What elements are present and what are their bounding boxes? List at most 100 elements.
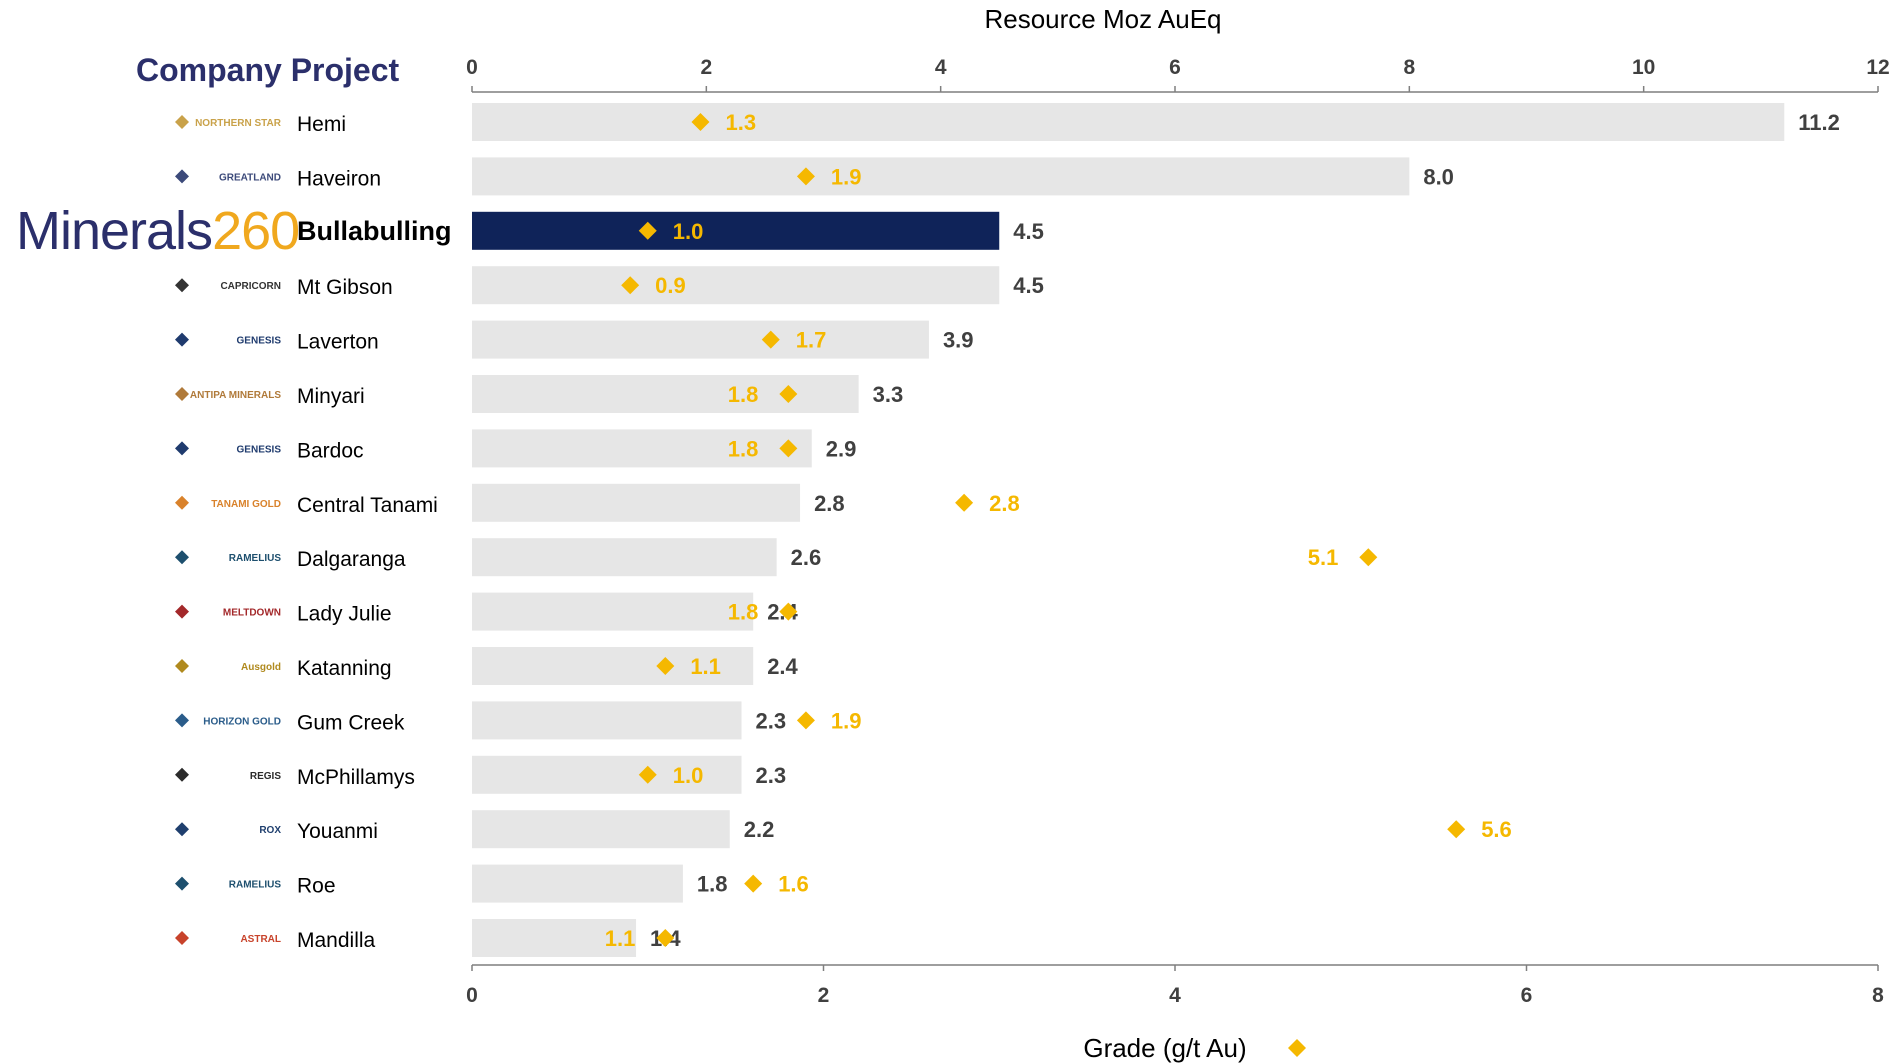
company-logos: NORTHERN STAR GREATLAND CAPRICORN GENESIS AN… xyxy=(175,115,282,945)
logo-mark xyxy=(175,332,189,347)
minerals260-logo: Minerals260 xyxy=(16,201,300,261)
resource-bar xyxy=(472,864,683,903)
antipa-logo-icon: ANTIPA MINERALS xyxy=(175,387,281,401)
grade-diamond xyxy=(779,602,798,621)
resource-bar xyxy=(472,919,637,957)
genesis-logo-icon: GENESIS xyxy=(175,441,281,456)
category-label: Central Tanami xyxy=(297,494,438,517)
top-axis-tick-label: 10 xyxy=(1632,56,1655,79)
grade-value-label: 1.8 xyxy=(728,600,759,625)
logo-text: ROX xyxy=(259,825,281,836)
grade-diamond xyxy=(779,439,798,458)
logo-mark xyxy=(175,659,189,673)
ausgold-logo-icon: Ausgold xyxy=(175,659,281,673)
resource-value-label: 2.9 xyxy=(826,436,857,461)
top-axis-title: Resource Moz AuEq xyxy=(984,4,1221,34)
grade-diamond xyxy=(656,929,675,947)
category-label: Katanning xyxy=(297,657,392,680)
resource-bar xyxy=(472,320,929,359)
category-label: Roe xyxy=(297,875,336,898)
logo-mark xyxy=(175,822,189,837)
resource-value-label: 8.0 xyxy=(1423,164,1454,189)
grade-diamond xyxy=(796,167,815,186)
grade-value-label: 1.6 xyxy=(778,872,809,897)
logo-text: MELTDOWN xyxy=(223,608,281,619)
resource-bar xyxy=(472,157,1410,196)
category-label: Haveiron xyxy=(297,167,381,190)
resource-value-label: 2.4 xyxy=(767,654,798,679)
logo-text: RAMELIUS xyxy=(229,553,282,564)
logo-text: GREATLAND xyxy=(219,172,281,183)
m-logo-icon: MELTDOWN xyxy=(175,604,281,619)
grade-value-label: 1.8 xyxy=(728,436,759,461)
grade-markers: 1.3 1.9 1.0 0.9 1.7 1.8 1.8 2.8 5.1 1.8 1.1 1.9 1.0 5… xyxy=(605,110,1512,951)
logo-text: ANTIPA MINERALS xyxy=(190,390,281,401)
logo-text: GENESIS xyxy=(237,336,282,347)
logo-text: ASTRAL xyxy=(240,934,281,945)
category-label: Hemi xyxy=(297,113,346,136)
logo-mark xyxy=(175,713,189,728)
resource-value-label: 11.2 xyxy=(1798,110,1840,135)
grade-value-label: 1.0 xyxy=(673,219,704,244)
resource-value-label: 1.8 xyxy=(697,872,728,897)
star-logo-icon: NORTHERN STAR xyxy=(175,115,282,129)
ramelius-logo-icon: RAMELIUS xyxy=(175,876,282,891)
top-axis: 0 2 4 6 8 10 12 xyxy=(466,56,1890,93)
logo-mark xyxy=(175,115,189,129)
category-labels: Hemi Haveiron Bullabulling Mt Gibson Laverto… xyxy=(297,113,452,952)
logo-text: REGIS xyxy=(250,771,281,782)
grade-diamond xyxy=(638,221,657,240)
resource-bar xyxy=(472,429,812,468)
category-label: Bardoc xyxy=(297,439,364,462)
grade-diamond xyxy=(1447,820,1466,839)
grade-value-label: 5.6 xyxy=(1481,817,1512,842)
resource-value-label: 4.5 xyxy=(1013,273,1044,298)
resource-bar xyxy=(472,538,777,577)
bottom-axis-tick-label: 6 xyxy=(1521,984,1533,1007)
grade-diamond xyxy=(761,330,780,349)
grade-diamond xyxy=(656,657,675,675)
brand-main: Minerals xyxy=(16,201,213,261)
tanami-logo-icon: TANAMI GOLD xyxy=(175,495,281,510)
top-axis-tick-label: 6 xyxy=(1169,56,1181,79)
top-axis-tick-label: 12 xyxy=(1866,56,1889,79)
logo-mark xyxy=(175,495,189,510)
grade-diamond xyxy=(779,385,798,403)
genesis-logo-icon: GENESIS xyxy=(175,332,282,347)
logo-text: NORTHERN STAR xyxy=(195,118,282,129)
grade-diamond xyxy=(1359,548,1378,567)
rox-logo-icon: ROX xyxy=(175,822,281,837)
grade-value-label: 2.8 xyxy=(989,491,1020,516)
company-project-header: Company Project xyxy=(136,52,400,88)
bottom-axis-tick-label: 8 xyxy=(1872,984,1884,1007)
logo-text: TANAMI GOLD xyxy=(211,499,281,510)
ramelius-logo-icon: RAMELIUS xyxy=(175,550,282,565)
resource-bar xyxy=(472,103,1785,141)
logo-mark xyxy=(175,278,189,293)
category-label: Minyari xyxy=(297,385,365,408)
capricorn-logo-icon: CAPRICORN xyxy=(175,278,281,293)
grade-value-label: 1.9 xyxy=(831,708,862,733)
category-label: Laverton xyxy=(297,331,379,354)
top-axis-tick-label: 0 xyxy=(466,56,478,79)
logo-text: CAPRICORN xyxy=(220,281,281,292)
resource-bar xyxy=(472,266,1000,305)
resource-bar xyxy=(472,701,742,740)
grade-diamond xyxy=(638,765,657,784)
grade-value-label: 1.9 xyxy=(831,164,862,189)
category-label: McPhillamys xyxy=(297,766,415,789)
resource-bar xyxy=(472,810,730,849)
astral-logo-icon: ASTRAL xyxy=(175,931,281,945)
resource-value-label: 3.9 xyxy=(943,328,974,353)
logo-text: RAMELIUS xyxy=(229,880,282,891)
bottom-axis-tick-label: 0 xyxy=(466,984,478,1007)
logo-mark xyxy=(175,931,189,945)
resource-value-label: 2.3 xyxy=(755,708,786,733)
logo-mark xyxy=(175,387,189,401)
grade-legend-diamond xyxy=(1288,1039,1306,1057)
resource-bar xyxy=(472,375,859,413)
resource-value-label: 2.6 xyxy=(791,545,822,570)
resource-value-label: 2.3 xyxy=(755,763,786,788)
top-axis-tick-label: 8 xyxy=(1403,56,1415,79)
brand-number: 260 xyxy=(212,201,300,261)
